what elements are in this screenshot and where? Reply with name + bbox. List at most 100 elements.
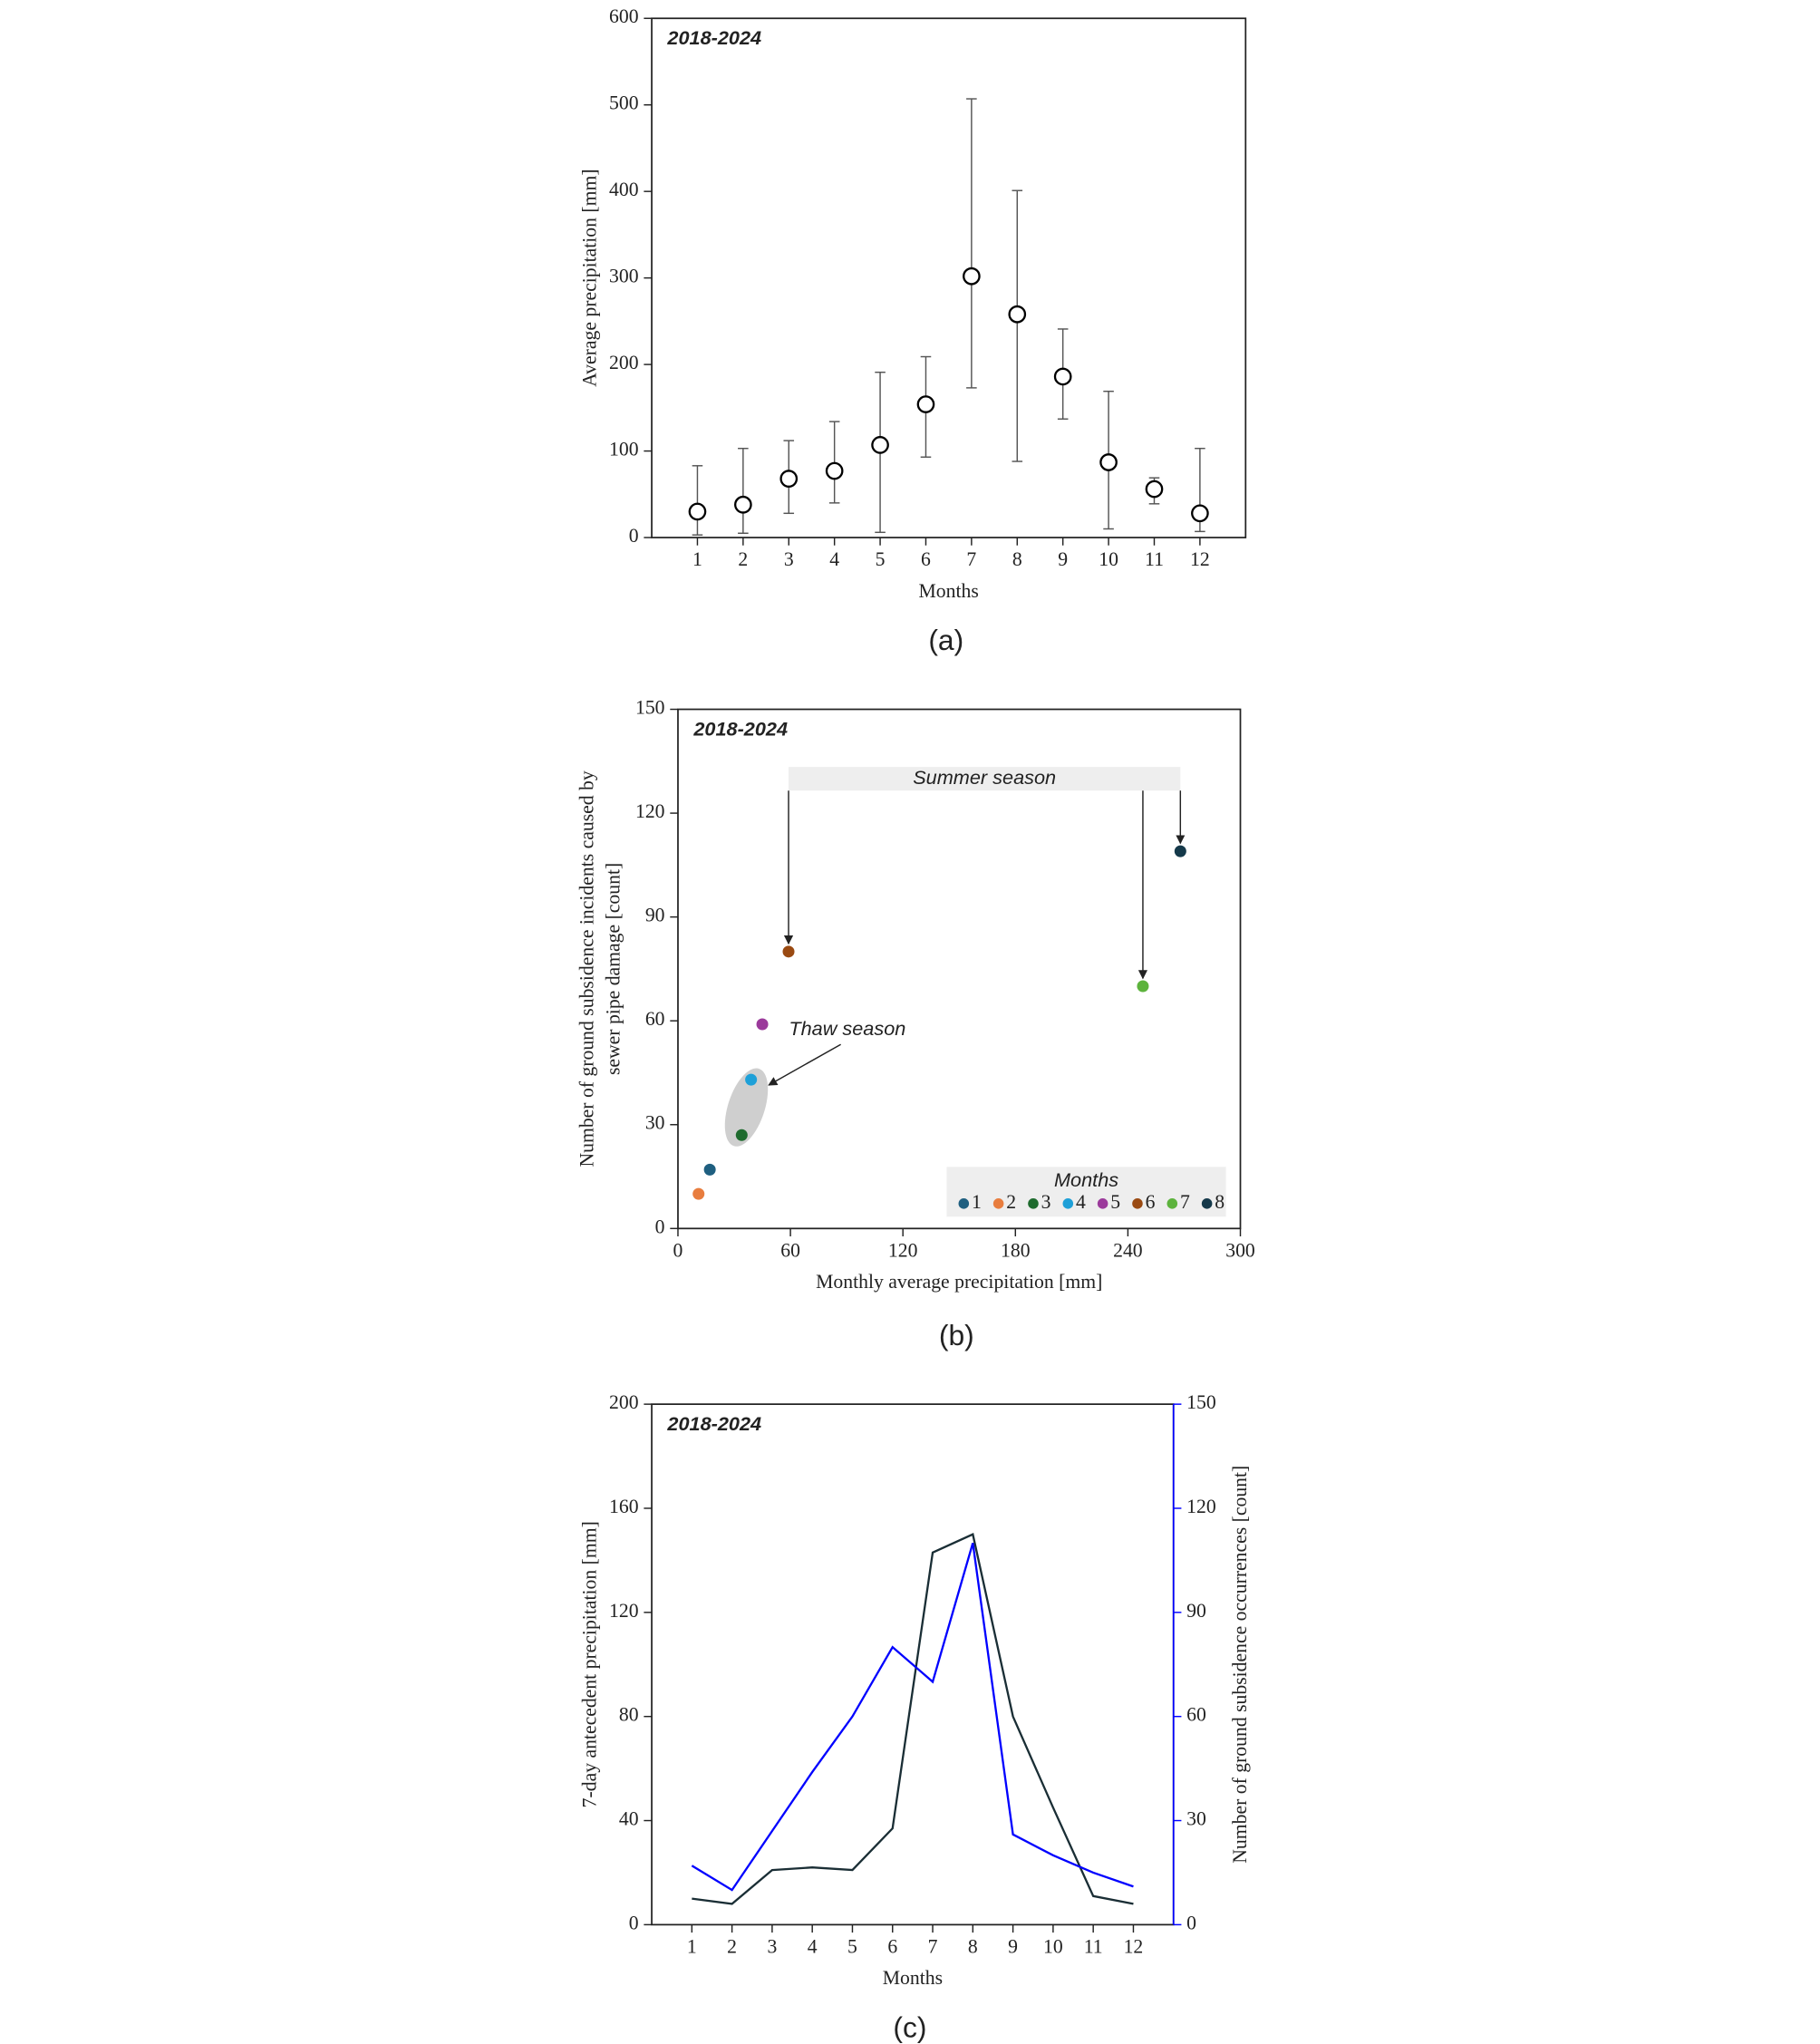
point — [692, 1187, 705, 1200]
y-axis-label: Number of ground subsidence incidents ca… — [576, 770, 598, 1167]
x-tick-label: 12 — [1190, 548, 1210, 570]
marker — [1099, 453, 1118, 471]
y-tick-label: 0 — [655, 1216, 665, 1237]
thaw-label: Thaw season — [789, 1017, 905, 1040]
x-tick-label: 10 — [1099, 548, 1118, 570]
legend-swatch — [1028, 1198, 1039, 1209]
legend-label: 8 — [1215, 1191, 1225, 1213]
y-tick-label: 300 — [609, 266, 639, 287]
x-tick-label: 7 — [928, 1935, 938, 1957]
y2-tick-label: 0 — [1186, 1912, 1196, 1933]
x-tick-label: 120 — [888, 1239, 918, 1261]
legend-label: 4 — [1076, 1191, 1086, 1213]
y-tick-label: 120 — [609, 1600, 639, 1622]
error-bar — [966, 98, 977, 389]
point — [703, 1163, 716, 1176]
x-tick-label: 11 — [1084, 1935, 1103, 1957]
x-tick-label: 5 — [847, 1935, 857, 1957]
point — [745, 1073, 758, 1086]
x-tick-label: 1 — [692, 548, 702, 570]
legend-swatch — [1132, 1198, 1143, 1209]
plot-frame — [651, 17, 1247, 538]
x-tick-label: 7 — [966, 548, 976, 570]
x-tick-label: 5 — [876, 548, 886, 570]
error-bar — [738, 447, 749, 534]
marker — [825, 461, 844, 480]
legend-label: 6 — [1146, 1191, 1156, 1213]
legend-swatch — [992, 1198, 1004, 1209]
x-tick-label: 180 — [1001, 1239, 1031, 1261]
marker — [1145, 480, 1164, 499]
x-tick-label: 2 — [727, 1935, 737, 1957]
x-tick-label: 300 — [1225, 1239, 1255, 1261]
caption: (c) — [893, 2010, 926, 2043]
y-tick-label: 200 — [609, 352, 639, 373]
legend: Months 1 2 3 4 5 6 7 8 — [946, 1167, 1226, 1217]
y-axis-label: 7-day antecedent precipitation [mm] — [578, 1521, 600, 1807]
point — [735, 1129, 748, 1141]
legend-swatch — [958, 1198, 970, 1209]
x-tick-label: 9 — [1008, 1935, 1018, 1957]
marker — [1191, 504, 1209, 523]
y-axis-label: sewer pipe damage [count] — [603, 863, 624, 1075]
x-tick-label: 10 — [1043, 1935, 1063, 1957]
marker — [963, 266, 981, 286]
plot-frame — [677, 708, 1242, 1230]
x-tick-label: 8 — [968, 1935, 978, 1957]
x-tick-label: 8 — [1012, 548, 1022, 570]
annotation: 2018-2024 — [666, 1412, 761, 1435]
y-tick-label: 30 — [645, 1112, 665, 1134]
x-tick-label: 0 — [673, 1239, 683, 1261]
marker — [734, 495, 752, 514]
line — [692, 1533, 1134, 1905]
y-tick-label: 60 — [645, 1008, 665, 1030]
legend-swatch — [1062, 1198, 1074, 1209]
summer-band — [789, 767, 1181, 791]
legend-label: 5 — [1110, 1191, 1120, 1213]
y2-axis-label: Number of ground subsidence occurrences … — [1229, 1466, 1251, 1864]
legend-swatch — [1097, 1198, 1108, 1209]
y2-tick-label: 120 — [1186, 1496, 1216, 1517]
y-tick-label: 200 — [609, 1391, 639, 1413]
error-bar — [1012, 189, 1023, 462]
y-tick-label: 40 — [619, 1808, 639, 1830]
x-axis-label: Months — [919, 580, 979, 602]
x-tick-label: 60 — [780, 1239, 800, 1261]
y2-tick-label: 150 — [1186, 1391, 1216, 1413]
y-tick-label: 100 — [609, 439, 639, 460]
y-tick-label: 80 — [619, 1704, 639, 1726]
legend-label: 3 — [1041, 1191, 1051, 1213]
point — [1174, 845, 1186, 857]
legend-swatch — [1201, 1198, 1213, 1209]
x-tick-label: 11 — [1145, 548, 1164, 570]
legend-box — [946, 1167, 1226, 1217]
x-tick-label: 12 — [1124, 1935, 1144, 1957]
caption: (a) — [928, 624, 963, 656]
legend-swatch — [1167, 1198, 1178, 1209]
x-tick-label: 6 — [921, 548, 931, 570]
y-tick-label: 400 — [609, 179, 639, 200]
y-tick-label: 150 — [635, 697, 665, 719]
x-tick-label: 1 — [687, 1935, 697, 1957]
x-tick-label: 3 — [767, 1935, 777, 1957]
y-tick-label: 500 — [609, 92, 639, 114]
x-axis-label: Months — [883, 1967, 943, 1989]
marker — [688, 502, 707, 521]
y-tick-label: 0 — [629, 525, 639, 547]
marker — [1053, 367, 1072, 386]
legend-label: 7 — [1180, 1191, 1190, 1213]
caption: (b) — [939, 1319, 974, 1351]
thaw-region — [724, 1068, 769, 1147]
y-tick-label: 120 — [635, 800, 665, 822]
y-tick-label: 90 — [645, 905, 665, 926]
x-tick-label: 4 — [808, 1935, 818, 1957]
point — [756, 1018, 769, 1031]
annotation: 2018-2024 — [692, 717, 788, 740]
point — [1137, 980, 1149, 993]
x-tick-label: 9 — [1058, 548, 1068, 570]
y2-tick-label: 60 — [1186, 1704, 1206, 1726]
y-tick-label: 160 — [609, 1496, 639, 1517]
x-tick-label: 3 — [784, 548, 794, 570]
